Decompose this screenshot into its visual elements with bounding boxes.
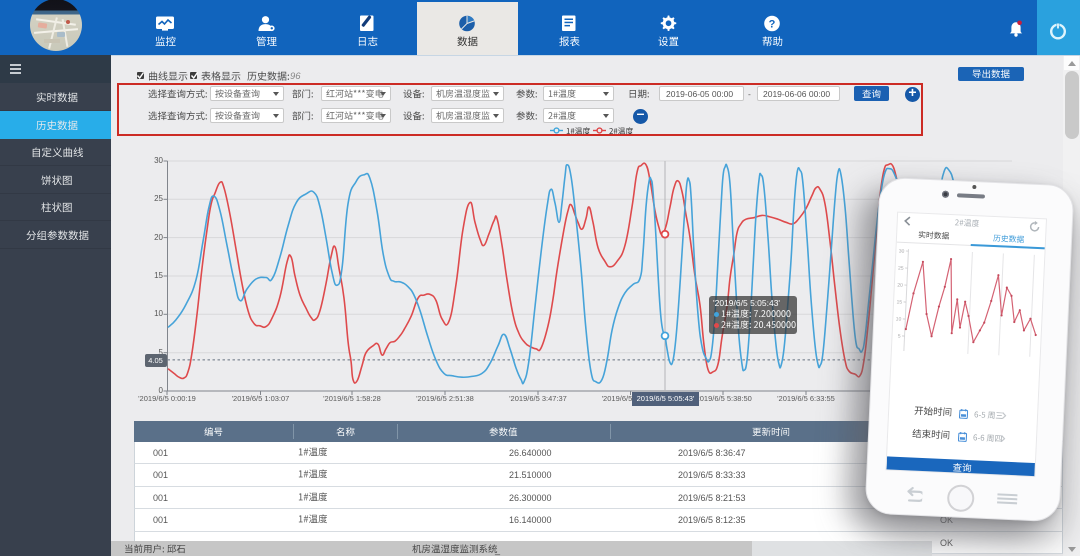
svg-text:5: 5 (898, 334, 901, 340)
svg-text:?: ? (769, 18, 776, 30)
svg-text:10: 10 (896, 316, 902, 322)
svg-text:25: 25 (898, 265, 904, 271)
svg-text:15: 15 (896, 299, 902, 305)
svg-text:20: 20 (897, 282, 903, 288)
svg-text:30: 30 (899, 248, 905, 254)
